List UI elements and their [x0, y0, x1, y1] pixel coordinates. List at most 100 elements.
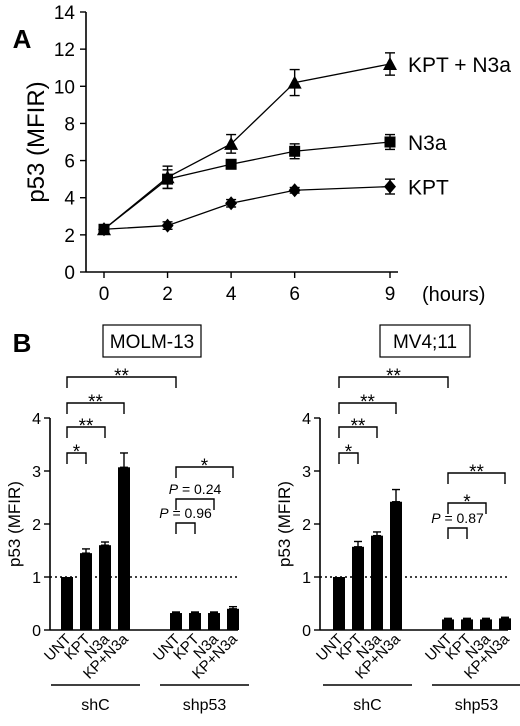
group-label: shC: [353, 697, 381, 714]
significance-bracket: **: [338, 366, 449, 388]
panel-a-plot: 0 2 4 6 8 10 12 14 0 2 4 6 9 (hours) p53 (MFIR) KPT + N…: [23, 3, 511, 306]
bar-y-tick-label: 2: [302, 517, 311, 534]
group-label: shC: [81, 697, 109, 714]
panel-a-y-tick-label: 10: [54, 77, 75, 98]
panel-a-x-tick-label: 2: [162, 284, 173, 305]
significance-bracket: **: [66, 366, 177, 388]
bracket-line: [175, 498, 215, 510]
panel-a-x-tick-label: 4: [226, 284, 237, 305]
significance-bracket: *: [66, 442, 87, 464]
bar-error-bar: [120, 452, 128, 468]
bracket-label: P = 0.87: [431, 510, 484, 526]
bracket-line: [175, 522, 196, 534]
panel-a-y-tick-label: 6: [64, 152, 75, 173]
bar: [371, 535, 383, 630]
data-point-diamond: [98, 222, 110, 237]
panel-a-y-tick-label: 8: [64, 114, 75, 135]
bar-y-tick-label: 4: [302, 411, 311, 428]
panel-a-y-tick-label: 4: [64, 189, 75, 210]
bar: [390, 501, 402, 630]
group-label: shp53: [183, 697, 227, 714]
significance-bracket: **: [66, 416, 106, 438]
bar-error-bar: [463, 617, 471, 621]
bar: [352, 546, 364, 630]
data-point-triangle: [287, 75, 302, 89]
data-point-diamond: [161, 218, 174, 233]
bracket-line: [338, 452, 359, 464]
data-point-diamond: [288, 183, 301, 198]
bar-y-label: p53 (MFIR): [275, 481, 294, 567]
bracket-label: *: [345, 442, 353, 463]
cell-line-title: MV4;11: [379, 324, 471, 358]
panel-a-y-label: p53 (MFIR): [23, 81, 50, 202]
panel-b-letter: B: [13, 328, 32, 358]
bar: [442, 619, 454, 630]
data-point-square: [162, 173, 174, 185]
panel-a-x-tick-label: 9: [385, 284, 396, 305]
panel-a-x-unit: (hours): [422, 284, 485, 306]
panel-a-y-tick-label: 14: [54, 3, 76, 24]
bracket-line: [66, 376, 177, 388]
bracket-label: **: [351, 416, 366, 437]
bar-error-bar: [210, 611, 218, 614]
bar: [61, 577, 73, 630]
panel-a-y-tick-label: 12: [54, 40, 75, 61]
bar-y-tick-label: 1: [302, 570, 311, 587]
series-square: N3a: [98, 132, 447, 235]
bar-error-bar: [354, 540, 362, 548]
bar-y-tick-label: 4: [32, 411, 41, 428]
bar-error-bar: [501, 616, 509, 620]
significance-bracket: *: [447, 492, 487, 514]
bar-error-bar: [392, 488, 400, 503]
bar-error-bar: [229, 605, 237, 610]
bar: [333, 577, 345, 630]
bar-error-bar: [82, 548, 90, 554]
significance-bracket: **: [338, 392, 397, 414]
bracket-label: **: [360, 392, 375, 413]
data-point-diamond: [384, 179, 396, 194]
data-point-square: [225, 158, 237, 170]
data-point-triangle: [383, 57, 397, 70]
significance-bracket: **: [66, 392, 125, 414]
cell-line-title-text: MOLM-13: [110, 332, 194, 353]
significance-bracket: *: [338, 442, 359, 464]
bracket-label: **: [88, 392, 103, 413]
series-label: KPT: [408, 177, 449, 200]
bar-error-bar: [101, 541, 109, 546]
bar: [189, 613, 201, 630]
bar-error-bar: [373, 531, 381, 537]
bracket-label: *: [201, 456, 209, 477]
group-label: shp53: [455, 697, 499, 714]
bracket-label: *: [463, 492, 471, 513]
bar-y-tick-label: 2: [32, 517, 41, 534]
bracket-label: *: [73, 442, 81, 463]
bracket-label: P = 0.24: [169, 481, 222, 497]
significance-bracket: P = 0.87: [431, 510, 484, 539]
bar: [227, 608, 239, 630]
bar-y-label: p53 (MFIR): [5, 481, 24, 567]
panel-a-y-tick-label: 2: [64, 226, 75, 247]
bar-error-bar: [172, 611, 180, 614]
panel-a-y-tick-label: 0: [64, 263, 75, 284]
bracket-line: [338, 376, 449, 388]
panel-a-x-tick-label: 6: [289, 284, 300, 305]
bar-y-tick-label: 1: [32, 570, 41, 587]
series-line: [103, 185, 391, 230]
bracket-line: [66, 426, 106, 438]
series-label: KPT + N3a: [408, 54, 511, 77]
data-point-square: [289, 145, 301, 157]
bar: [461, 619, 473, 630]
cell-line-title-box: [102, 324, 202, 358]
bracket-line: [66, 402, 125, 414]
data-point-diamond: [225, 196, 238, 211]
bracket-line: [338, 402, 397, 414]
bracket-label: **: [386, 366, 401, 387]
bar: [499, 618, 511, 630]
bracket-line: [175, 466, 234, 478]
significance-bracket: **: [447, 462, 506, 484]
cell-line-title-text: MV4;11: [393, 332, 457, 353]
bar-y-tick-label: 3: [32, 464, 41, 481]
bar-y-tick-label: 3: [302, 464, 311, 481]
bar: [208, 613, 220, 630]
